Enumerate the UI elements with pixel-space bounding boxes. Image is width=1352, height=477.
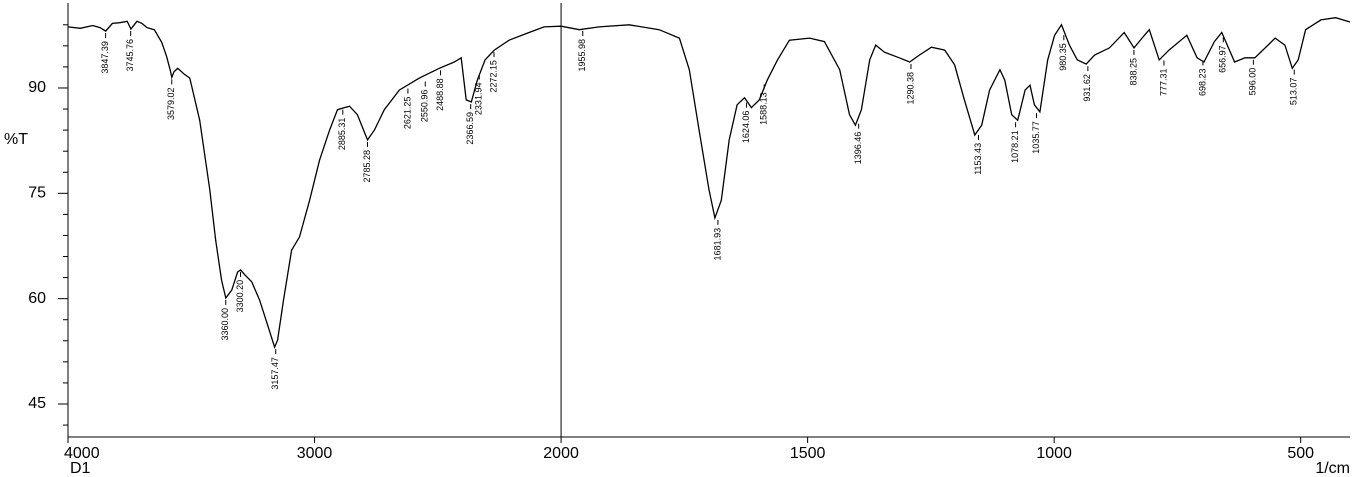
peak-label: 2550.96 bbox=[420, 90, 430, 123]
peak-label: 838.25 bbox=[1128, 58, 1138, 86]
peak-label: 2272.15 bbox=[488, 60, 498, 93]
peak-label: 1078.21 bbox=[1010, 130, 1020, 163]
peak-label: 1955.98 bbox=[577, 39, 587, 72]
peak-label: 2785.28 bbox=[362, 150, 372, 183]
peak-label: 3300.20 bbox=[235, 280, 245, 313]
peak-label: 3579.02 bbox=[166, 87, 176, 120]
peak-label: 3157.47 bbox=[270, 357, 280, 390]
x-tick-label: 2000 bbox=[543, 445, 579, 462]
peak-label: 931.62 bbox=[1082, 74, 1092, 102]
x-axis-label: 1/cm bbox=[1315, 460, 1350, 477]
peak-label: 3360.00 bbox=[220, 308, 230, 341]
peak-label: 2621.25 bbox=[402, 97, 412, 130]
y-axis-label: %T bbox=[4, 131, 28, 148]
y-tick-label: 60 bbox=[28, 290, 46, 307]
peak-label: 1290.38 bbox=[905, 72, 915, 105]
peak-label: 2885.31 bbox=[337, 118, 347, 151]
peak-label: 2488.88 bbox=[435, 78, 445, 111]
peak-label: 3847.39 bbox=[100, 41, 110, 74]
spectrum-line bbox=[67, 17, 1351, 349]
peak-label: 777.31 bbox=[1158, 68, 1168, 96]
peak-label: 980.35 bbox=[1058, 43, 1068, 71]
x-tick-label: 1500 bbox=[790, 445, 826, 462]
y-tick-label: 75 bbox=[28, 185, 46, 202]
peak-label: 1396.46 bbox=[853, 132, 863, 165]
y-tick-label: 45 bbox=[28, 395, 46, 412]
peak-label: 1588.13 bbox=[759, 92, 769, 125]
peak-label: 1153.43 bbox=[973, 143, 983, 175]
peak-label: 3745.76 bbox=[125, 39, 135, 72]
x-tick-label: 500 bbox=[1287, 445, 1314, 462]
peak-label: 2331.94 bbox=[474, 83, 484, 116]
peak-label: 1035.77 bbox=[1031, 121, 1041, 154]
peak-label: 513.07 bbox=[1289, 78, 1299, 106]
peak-label: 1624.06 bbox=[741, 111, 751, 144]
x-tick-label: 1000 bbox=[1036, 445, 1072, 462]
peak-label: 1681.93 bbox=[712, 228, 722, 261]
peak-label: 656.97 bbox=[1218, 45, 1228, 73]
x-tick-label: 3000 bbox=[297, 445, 333, 462]
sample-label: D1 bbox=[70, 460, 91, 477]
peak-label: 2366.59 bbox=[465, 112, 475, 145]
peak-label: 596.00 bbox=[1248, 68, 1258, 96]
peak-label: 698.23 bbox=[1197, 68, 1207, 96]
y-tick-label: 90 bbox=[28, 79, 46, 96]
x-tick-label: 4000 bbox=[64, 445, 100, 462]
